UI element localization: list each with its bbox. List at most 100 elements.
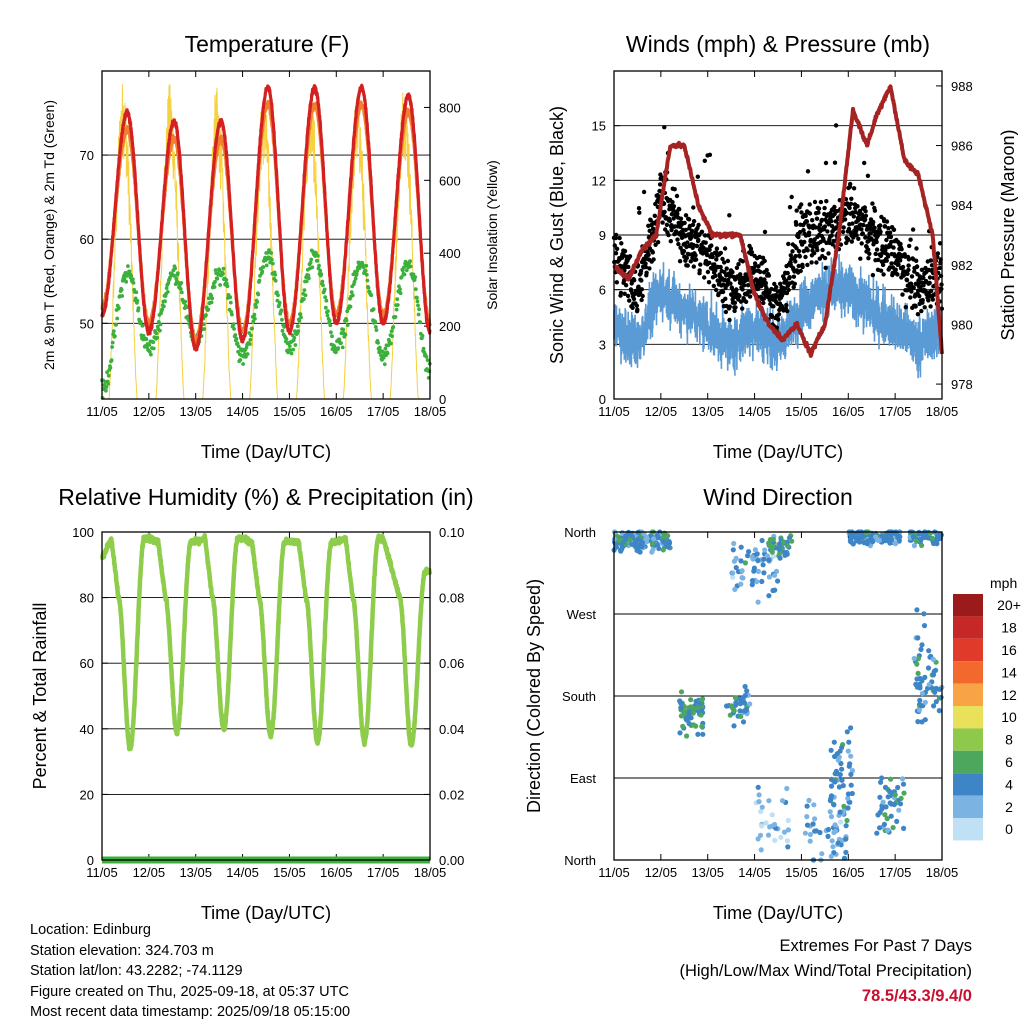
gust-point [794, 246, 799, 251]
gust-point [774, 284, 779, 290]
station-pressure-line [612, 84, 944, 358]
figure-created: Figure created on Thu, 2025-09-18, at 05… [30, 983, 349, 1000]
dewpoint-point [249, 333, 253, 338]
gust-point [686, 252, 691, 257]
wind-direction-point [901, 825, 907, 832]
wind-direction-point [731, 540, 737, 547]
direction-xtick-label: 14/05 [738, 865, 771, 880]
gust-point [762, 277, 767, 282]
dewpoint-point [296, 329, 301, 334]
direction-xtick-label: 16/05 [832, 865, 865, 880]
humidity-y2tick-label: 0.00 [439, 853, 464, 868]
gust-point [868, 231, 873, 236]
wind-direction-point [770, 587, 776, 594]
dewpoint-point [275, 290, 279, 295]
wind-direction-point [677, 730, 683, 736]
wind-direction-point [804, 814, 810, 820]
colorbar-label: 16 [1001, 642, 1017, 658]
wind-direction-point [632, 539, 639, 545]
gust-point [922, 305, 927, 310]
dewpoint-point [302, 288, 307, 292]
dewpoint-point [273, 278, 278, 283]
wind-direction-point [746, 549, 752, 555]
dewpoint-point [236, 344, 241, 349]
gust-point [627, 254, 633, 259]
winds-y2tick-label: 984 [951, 198, 973, 213]
dewpoint-point [345, 323, 350, 327]
gust-point [643, 261, 648, 266]
dewpoint-point [209, 300, 214, 305]
gust-point [882, 224, 888, 229]
dewpoint-point [224, 278, 229, 282]
dewpoint-point [250, 326, 255, 331]
wind-direction-point [756, 799, 762, 805]
wind-direction-point [839, 766, 845, 772]
dewpoint-point [315, 258, 320, 263]
wind-direction-point [789, 538, 795, 544]
dewpoint-point [353, 276, 358, 281]
colorbar-label: 4 [1005, 776, 1013, 792]
colorbar-swatch [953, 683, 983, 706]
dewpoint-point [391, 325, 396, 329]
gust-point [694, 243, 700, 249]
direction-panel: Wind Direction NorthEastSouthWestNorth11… [524, 484, 1021, 923]
gust-point [725, 258, 731, 264]
dewpoint-point [256, 292, 261, 297]
gust-point [637, 290, 643, 296]
dewpoint-point [140, 323, 145, 328]
gust-point [740, 306, 745, 311]
humidity-y2tick-label: 0.04 [439, 722, 464, 737]
gust-point [682, 220, 687, 226]
dewpoint-point [413, 275, 418, 279]
dewpoint-point [317, 263, 321, 268]
gust-point [846, 226, 852, 232]
temperature-ytick-label: 60 [80, 232, 94, 247]
wind-direction-point [767, 824, 773, 830]
dewpoint-point [350, 293, 355, 298]
dewpoint-point [418, 320, 423, 325]
extremes-values: 78.5/43.3/9.4/0 [861, 987, 972, 1005]
dewpoint-point [264, 263, 269, 268]
wind-direction-point [835, 840, 841, 846]
colorbar-label: 20+ [997, 597, 1021, 613]
gust-point [831, 238, 836, 244]
wind-direction-point [684, 717, 690, 723]
gust-point [807, 211, 813, 216]
gust-point [848, 201, 854, 206]
gust-point [696, 222, 701, 228]
direction-title: Wind Direction [703, 484, 853, 510]
gust-point [855, 204, 860, 209]
wind-direction-point [772, 821, 778, 828]
gust-point [789, 194, 794, 200]
gust-point [818, 199, 824, 205]
wind-direction-point [698, 712, 704, 718]
dewpoint-point [131, 277, 135, 282]
gust-point [842, 217, 848, 222]
gust-point [669, 212, 675, 217]
colorbar-swatch [953, 750, 983, 774]
wind-direction-point [756, 792, 762, 798]
colorbar: 20+ 18 16 14 12 10 8 6 4 2 0 [953, 594, 1021, 841]
gust-point [749, 250, 754, 255]
gust-point [652, 213, 657, 218]
wind-direction-point [771, 553, 777, 559]
dewpoint-point [320, 279, 325, 284]
gust-point [635, 307, 640, 312]
gust-point [880, 262, 886, 268]
wind-direction-point [899, 776, 906, 782]
dewpoint-point [355, 268, 360, 273]
gust-point [638, 268, 644, 274]
dewpoint-point [218, 283, 223, 287]
gust-point [822, 205, 827, 211]
colorbar-label: 0 [1005, 821, 1013, 837]
temperature-y2tick-label: 400 [439, 246, 461, 261]
wind-direction-point [749, 578, 756, 584]
temperature-plot-area: 50 60 70 0 200 400 600 800 11/05 12/05 13/05 14/05 1… [80, 71, 461, 419]
wind-direction-point [832, 779, 838, 785]
wind-direction-point [900, 781, 907, 787]
gust-point [622, 248, 628, 254]
humidity-ytick-label: 80 [80, 591, 94, 606]
wind-direction-point [777, 555, 783, 561]
wind-direction-point [810, 821, 816, 827]
